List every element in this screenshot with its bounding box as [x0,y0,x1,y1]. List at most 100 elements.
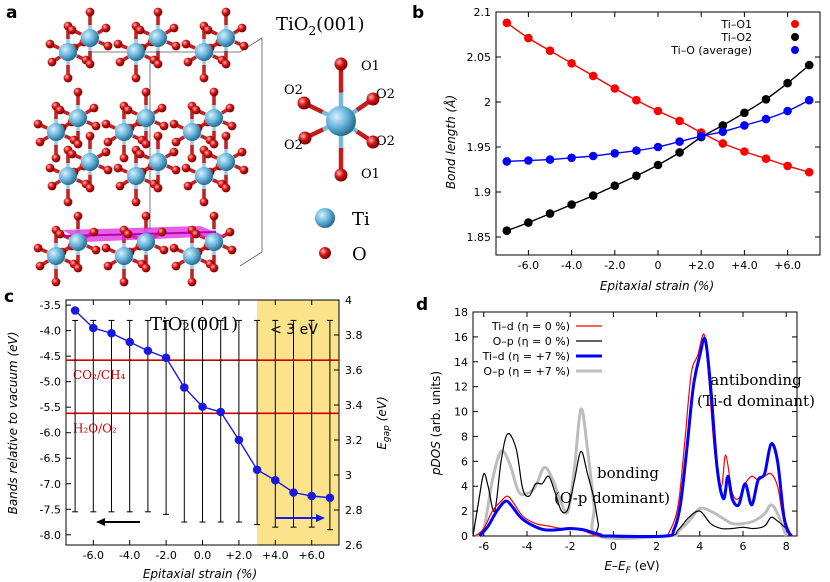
panel-c-ylabel: Bands relative to vacuum (eV) [6,332,20,515]
panel-b-point [610,84,620,93]
panel-b-ytick-label: 2 [484,96,491,109]
panel-d-xtick-label: -2 [565,540,576,553]
o-atom [187,153,197,163]
panel-b-point [524,33,533,43]
panel-d-xtick-label: -6 [478,540,489,553]
panel-d-series-line [472,433,794,538]
panel-b-point [783,106,792,116]
o-atom [227,245,237,255]
panel-b-frame [495,11,821,256]
o-atom [225,103,235,113]
panel-d-ytick-label: 18 [454,306,468,319]
panel-b-point [524,218,533,227]
panel-d-annotation-bonding-sub: (O-p dominant) [554,489,670,507]
panel-b-point [740,147,749,156]
panel-b-point [545,155,555,164]
panel-c: c < 3 eV -6.0 -4.0 -2.0 0.0 +2.0 +4.0 +6.0 -8.0 -… [4,287,392,581]
o-atom [119,277,129,287]
panel-b-xtick-label: -4.0 [561,259,582,272]
panel-b-point [653,160,663,170]
ti-atom [149,153,167,171]
panel-b-xtick-label: +2.0 [688,259,715,272]
o-atom [113,39,123,49]
panel-b-xtick-label: -6.0 [518,259,539,272]
o-atom [123,229,133,239]
panel-d-annotation-bonding: bonding [597,464,659,482]
o-atom [209,263,219,273]
ti-atom [217,153,235,171]
panel-d-annotation-antibonding-sub: (Ti-d dominant) [697,392,815,410]
o-atom [221,131,231,141]
o-atom [171,137,181,147]
panel-c-ytick-label: -6.5 [40,452,61,465]
o-atom [225,227,235,237]
crystal-structure-image [33,7,263,287]
o-atom [101,243,111,253]
o-atom [91,121,101,131]
panel-c-ytick-label: -7.0 [40,478,61,491]
panel-c-ytick-right-label: 3 [345,469,352,482]
o-atom [45,39,55,49]
panel-c-point [307,491,317,501]
panel-b-legend-marker [791,46,799,54]
panel-b-point [502,226,512,235]
o-atom [113,163,123,173]
panel-b-point [696,131,706,141]
panel-c-xtick-label: -6.0 [83,549,104,562]
octa-o-atom [297,96,311,110]
panel-b-label: b [412,3,424,23]
panel-b-ytick-label: 2.05 [467,51,492,64]
o-atom [181,39,191,49]
ti-atom [205,233,223,251]
panel-b-ylabel: Bond length (Å) [443,95,458,189]
panel-d-ytick-label: 2 [461,505,468,518]
panel-b-ytick-label: 1.95 [467,141,492,154]
panel-c-ytick-label: -6.0 [40,427,61,440]
o-atom [55,229,65,239]
panel-a-title: TiO2(001) [276,14,365,38]
o-atom [33,119,43,129]
panel-b-point [718,127,728,136]
panel-b-point [675,148,684,157]
ti-atom [195,43,213,61]
ti-atom [127,43,145,61]
o-atom [101,147,111,157]
atom-label-o2-right-top: O2 [376,87,395,102]
panel-b-xlabel: Epitaxial strain (%) [600,279,714,293]
panel-b-legend-label: Ti–O (average) [670,44,752,57]
panel-c-point [252,465,262,475]
o-atom [203,149,213,159]
panel-c-title: TiO₂(001) [150,314,238,335]
o-atom [89,227,99,237]
o-atom [159,121,169,131]
panel-b-ytick-label: 1.9 [474,186,492,199]
panel-b-point [632,146,641,155]
panel-c-highlight-band [257,300,339,545]
atom-label-o1-bottom: O1 [361,167,380,182]
panel-b-xtick-label: +4.0 [731,259,758,272]
panel-b-xtick-label: +6.0 [774,259,801,272]
o-atom [103,261,113,271]
panel-d-legend-label: O–p (η = +7 %) [483,365,570,378]
legend-o-label: O [352,244,367,265]
octa-o-atom [366,92,380,106]
octa-o-atom [334,168,348,182]
ti-atom [81,29,99,47]
panel-b-point [653,142,663,152]
ti-atom [115,123,133,141]
panel-c-ytick-right-label: 3.6 [345,364,363,377]
ti-atom [69,109,87,127]
o-atom [73,211,83,221]
o-atom [181,163,191,173]
panel-b-point [804,167,814,177]
panel-c-ytick-label: -4.5 [40,350,61,363]
panel-b-legend-label: Ti–O1 [720,18,752,31]
o-atom [47,57,57,67]
octa-o-atom [366,135,380,149]
panel-b-point [761,154,771,163]
panel-b-point [524,156,533,165]
o-atom [73,263,83,273]
o-atom [239,165,249,175]
panel-d-series-line [474,407,788,540]
atom-label-o2-right-bottom: O2 [376,134,395,149]
